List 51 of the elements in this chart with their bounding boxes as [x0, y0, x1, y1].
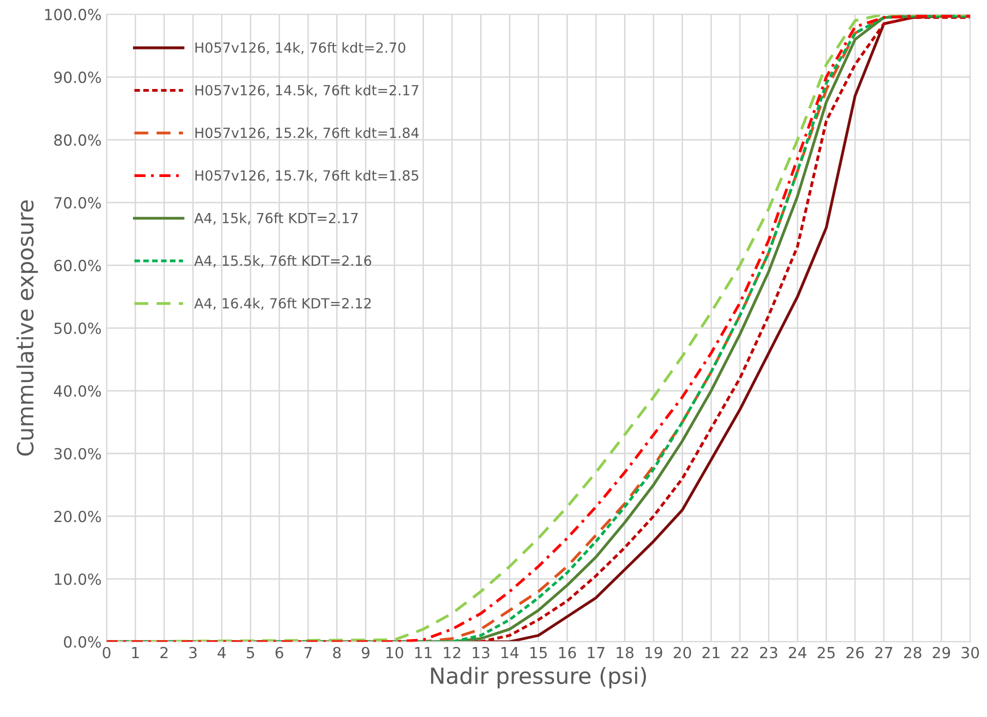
y-tick-label: 40.0%: [54, 385, 101, 397]
x-tick-label: 18: [616, 646, 634, 658]
x-tick-label: 0: [102, 646, 110, 658]
x-tick-label: 20: [674, 646, 692, 658]
y-tick-label: 50.0%: [54, 322, 101, 334]
x-tick-label: 9: [362, 646, 370, 658]
x-tick-label: 26: [846, 646, 864, 658]
y-tick-label: 100.0%: [45, 8, 101, 20]
x-tick-label: 25: [818, 646, 835, 658]
x-tick-label: 17: [588, 647, 604, 658]
x-tick-label: 13: [472, 646, 490, 658]
y-tick-label: 80.0%: [54, 134, 101, 146]
legend-label: H057v126, 15.2k, 76ft kdt=1.84: [195, 127, 419, 140]
x-tick-label: 24: [788, 646, 806, 658]
x-tick-label: 14: [502, 647, 518, 658]
x-axis-title: Nadir pressure (psi): [431, 666, 646, 688]
x-tick-label: 6: [276, 646, 284, 658]
x-tick-label: 19: [646, 646, 662, 658]
y-tick-label: 70.0%: [54, 197, 101, 209]
y-tick-label: 90.0%: [54, 72, 101, 84]
y-tick-label: 60.0%: [54, 260, 101, 272]
y-tick-label: 20.0%: [54, 510, 101, 522]
legend-label: A4, 15.5k, 76ft KDT=2.16: [194, 255, 372, 268]
x-tick-label: 3: [189, 646, 197, 658]
x-tick-label: 7: [304, 647, 312, 658]
legend-label: A4, 15k, 76ft KDT=2.17: [194, 212, 358, 225]
x-tick-label: 2: [160, 646, 168, 658]
x-tick-label: 1: [132, 647, 139, 658]
x-tick-label: 5: [246, 647, 254, 658]
x-tick-label: 12: [444, 646, 460, 658]
x-tick-label: 21: [702, 646, 720, 658]
x-tick-label: 4: [218, 647, 226, 658]
legend-label: A4, 16.4k, 76ft KDT=2.12: [194, 298, 371, 310]
x-tick-label: 28: [904, 646, 922, 658]
y-axis-title: Cummulative exposure: [16, 200, 38, 456]
x-tick-label: 16: [559, 646, 576, 658]
legend-label: H057v126, 14k, 76ft kdt=2.70: [195, 42, 406, 54]
legend-label: H057v126, 15.7k, 76ft kdt=1.85: [195, 170, 418, 182]
x-tick-label: 29: [932, 646, 950, 658]
x-tick-label: 23: [760, 646, 778, 658]
y-tick-label: 0.0%: [64, 636, 101, 648]
x-tick-label: 22: [731, 646, 748, 658]
y-tick-label: 30.0%: [54, 448, 101, 460]
x-tick-label: 30: [962, 646, 979, 658]
x-tick-label: 11: [415, 647, 432, 658]
x-tick-label: 8: [333, 646, 341, 658]
y-tick-label: 10.0%: [54, 573, 101, 585]
legend-label: H057v126, 14.5k, 76ft kdt=2.17: [195, 84, 418, 97]
x-tick-label: 27: [875, 646, 892, 658]
x-tick-label: 15: [530, 647, 547, 658]
x-tick-label: 10: [386, 646, 404, 658]
